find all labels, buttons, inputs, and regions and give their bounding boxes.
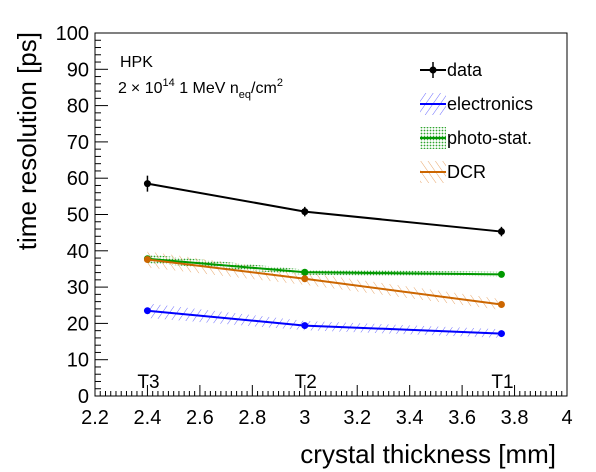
annotation-manufacturer: HPK [120, 54, 153, 71]
electronics-point [143, 307, 151, 315]
data-point [143, 180, 151, 188]
x-axis-title: crystal thickness [mm] [300, 439, 556, 469]
series-markers [143, 175, 505, 338]
y-axis-title: time resolution [ps] [12, 32, 42, 250]
y-tick-label: 80 [67, 96, 89, 118]
dcr-point [301, 275, 309, 283]
electronics-band [147, 303, 502, 338]
dcr-line [147, 258, 502, 306]
category-label-t2: T2 [295, 372, 317, 393]
y-tick-label: 40 [67, 241, 89, 263]
fluence-subscript: eq [239, 89, 251, 101]
x-tick-label: 3.4 [396, 407, 424, 429]
y-tick-label: 90 [67, 59, 89, 81]
x-tick-label: 3 [299, 407, 310, 429]
x-tick-label: 3.6 [448, 407, 476, 429]
dcr-point [143, 256, 151, 264]
y-axis-ticks: 0 10 20 30 40 50 60 70 80 90 100 [56, 23, 108, 408]
y-tick-label: 0 [78, 386, 89, 408]
category-label-t3: T3 [137, 372, 159, 393]
photo-stat-point [301, 268, 309, 276]
dcr-point [497, 301, 505, 309]
y-tick-label: 10 [67, 350, 89, 372]
electronics-legend-label: electronics [447, 94, 533, 114]
fluence-exponent: 14 [163, 77, 175, 89]
data-point [301, 208, 309, 216]
y-tick-label: 100 [56, 23, 89, 45]
annotation-fluence: 2 × 1014 1 MeV neq/cm2 [118, 77, 283, 101]
x-tick-label: 3.2 [343, 407, 371, 429]
x-axis-ticks: 2.2 2.4 2.6 2.8 3 3.2 3.4 3.6 3.8 4 [81, 385, 573, 429]
x-tick-label: 2.4 [134, 407, 162, 429]
uncertainty-bands [147, 251, 502, 338]
electronics-point [301, 322, 309, 330]
data-point [497, 228, 505, 236]
category-labels: T3 T2 T1 [137, 372, 513, 393]
x-tick-label: 3.8 [501, 407, 529, 429]
electronics-point [497, 330, 505, 338]
x-tick-label: 2.6 [186, 407, 214, 429]
fluence-prefix: 2 [118, 80, 127, 97]
y-tick-label: 20 [67, 313, 89, 335]
fluence-base: 10 [140, 80, 162, 97]
fluence-unit: /cm [251, 80, 277, 97]
photo-stat-point [497, 270, 505, 278]
y-tick-label: 60 [67, 168, 89, 190]
category-label-t1: T1 [491, 372, 513, 393]
x-tick-label: 4 [561, 407, 572, 429]
photo-stat-band [147, 254, 502, 277]
data-legend-label: data [447, 60, 483, 80]
dcr-legend-label: DCR [447, 162, 486, 182]
legend: data electronics photo-stat. DCR [420, 60, 533, 183]
x-tick-label: 2.2 [81, 407, 109, 429]
x-tick-label: 2.8 [238, 407, 266, 429]
fluence-mid: 1 MeV n [175, 80, 239, 97]
photo-stat-legend-label: photo-stat. [447, 128, 532, 148]
y-tick-label: 30 [67, 277, 89, 299]
data-line [147, 182, 502, 233]
y-tick-label: 70 [67, 132, 89, 154]
y-tick-label: 50 [67, 205, 89, 227]
fluence-unit-exponent: 2 [277, 77, 283, 89]
fluence-times: × [131, 80, 140, 97]
